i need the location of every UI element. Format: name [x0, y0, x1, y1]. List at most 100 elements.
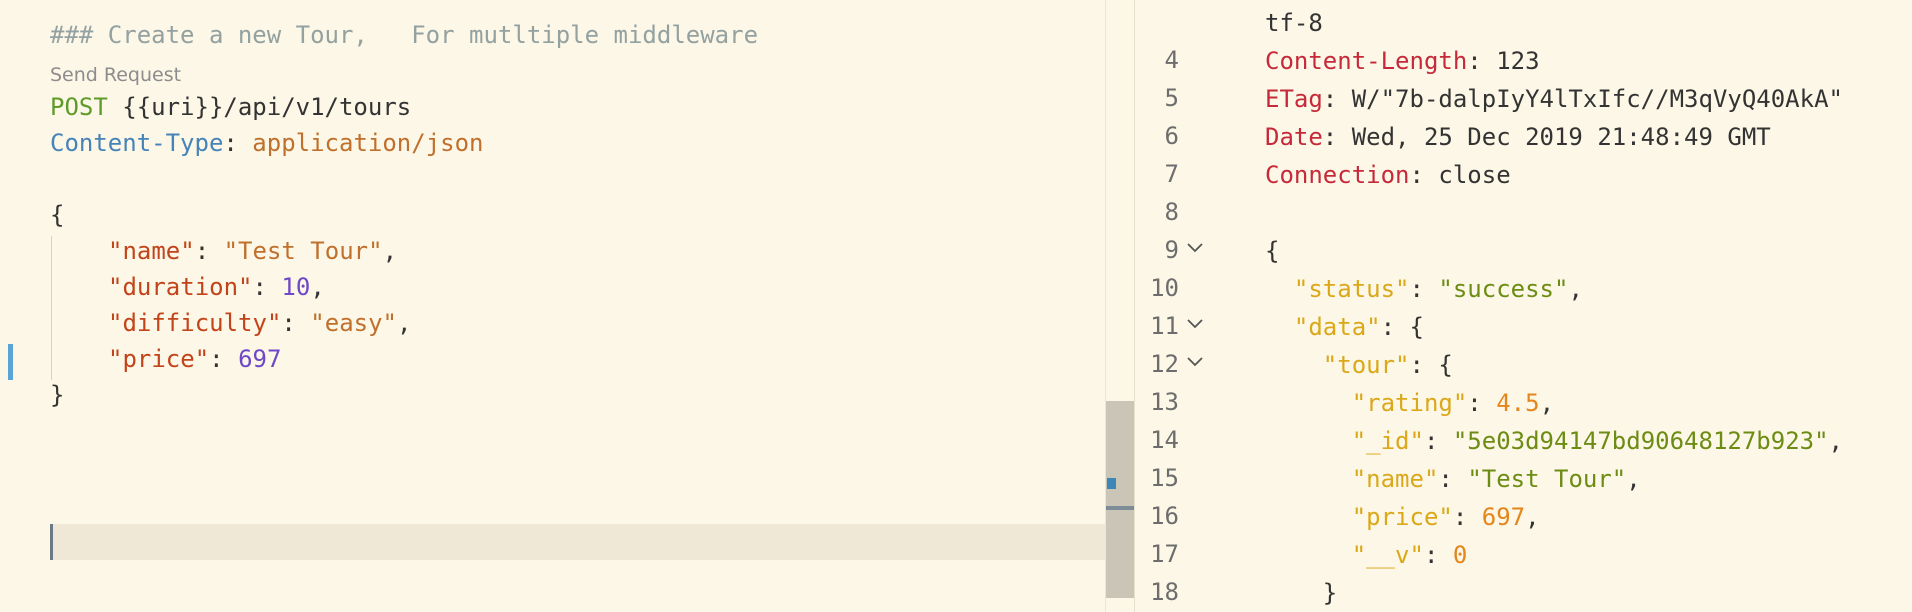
response-token: : close — [1409, 161, 1511, 189]
response-token — [1265, 541, 1352, 569]
response-token — [1265, 351, 1323, 379]
response-token: "__v" — [1351, 541, 1424, 569]
line-number: 13 — [1150, 388, 1179, 416]
response-line: Content-Length: 123 — [1265, 42, 1540, 80]
response-token: "data" — [1293, 313, 1381, 341]
header-sep: : — [223, 129, 253, 157]
response-token — [1265, 389, 1352, 417]
send-request-codelens[interactable]: Send Request — [50, 64, 182, 86]
header-name: Content-Type — [50, 129, 224, 157]
response-line: "rating": 4.5, — [1265, 384, 1554, 422]
response-token: "success" — [1438, 275, 1569, 303]
response-token: "rating" — [1351, 389, 1468, 417]
json-key: "duration" — [108, 273, 253, 301]
request-url: {{uri}}/api/v1/tours — [107, 93, 412, 121]
response-token: Content-Length — [1265, 47, 1468, 75]
request-body-line: "difficulty": "easy", — [108, 305, 411, 341]
json-value: "easy" — [310, 309, 397, 337]
response-line: tf-8 — [1265, 4, 1323, 42]
scrollbar-change-marker — [1107, 478, 1116, 489]
response-token: : — [1438, 465, 1468, 493]
json-separator: : — [281, 309, 311, 337]
response-line: "__v": 0 — [1265, 536, 1468, 574]
request-body-line: "duration": 10, — [108, 269, 325, 305]
response-line: ETag: W/"7b-dalpIyY4lTxIfc//M3qVyQ40AkA" — [1265, 80, 1843, 118]
json-trailing: , — [382, 237, 398, 265]
response-token: : — [1467, 389, 1497, 417]
content-type-line: Content-Type: application/json — [50, 125, 483, 161]
body-open-brace: { — [50, 201, 65, 229]
scrollbar-cursor-marker — [1106, 506, 1134, 510]
response-token — [1265, 503, 1352, 531]
response-token: { — [1265, 237, 1280, 265]
response-token: : { — [1380, 313, 1424, 341]
response-line: Connection: close — [1265, 156, 1511, 194]
json-value: 697 — [238, 345, 282, 373]
json-separator: : — [194, 237, 224, 265]
request-line: POST {{uri}}/api/v1/tours — [50, 89, 411, 125]
response-token: , — [1539, 389, 1555, 417]
response-token: , — [1626, 465, 1641, 493]
response-token: Date — [1265, 123, 1323, 151]
line-number: 12 — [1150, 350, 1179, 378]
line-number: 14 — [1150, 426, 1179, 454]
indent-guide — [51, 236, 52, 380]
response-viewer[interactable]: tf-8 4 Content-Length: 123 5 ETag: W/"7b-dal… — [1135, 0, 1912, 612]
response-token: : 123 — [1467, 47, 1540, 75]
response-token: "tour" — [1322, 351, 1410, 379]
gutter-change-marker — [8, 344, 13, 380]
json-value: 10 — [281, 273, 311, 301]
response-token: "_id" — [1351, 427, 1424, 455]
line-number: 5 — [1164, 84, 1179, 112]
line-number: 17 — [1150, 540, 1179, 568]
response-token: "Test Tour" — [1467, 465, 1627, 493]
line-number: 7 — [1164, 160, 1179, 188]
response-line: "status": "success", — [1265, 270, 1583, 308]
response-token: , — [1828, 427, 1843, 455]
response-token: "price" — [1351, 503, 1453, 531]
response-token: : — [1423, 427, 1453, 455]
json-separator: : — [209, 345, 239, 373]
response-token — [1265, 427, 1352, 455]
response-token — [1265, 275, 1294, 303]
response-token: ETag — [1265, 85, 1323, 113]
chevron-down-icon[interactable] — [1185, 351, 1205, 376]
chevron-down-icon[interactable] — [1185, 313, 1205, 338]
response-token: 0 — [1452, 541, 1468, 569]
line-number: 10 — [1150, 274, 1179, 302]
response-line: "_id": "5e03d94147bd90648127b923", — [1265, 422, 1843, 460]
json-value: "Test Tour" — [223, 237, 383, 265]
scrollbar-thumb[interactable] — [1106, 401, 1134, 598]
response-line: { — [1265, 232, 1279, 270]
body-close-brace: } — [50, 381, 65, 409]
chevron-down-icon[interactable] — [1185, 237, 1205, 262]
request-body-line: "price": 697 — [108, 341, 281, 377]
response-token: tf-8 — [1265, 9, 1323, 37]
json-separator: : — [252, 273, 282, 301]
line-number: 18 — [1150, 578, 1179, 606]
line-number: 16 — [1150, 502, 1179, 530]
pane-divider[interactable] — [1134, 0, 1135, 612]
response-token: , — [1568, 275, 1583, 303]
response-token: "name" — [1351, 465, 1439, 493]
header-value: application/json — [252, 129, 484, 157]
current-line-highlight — [50, 524, 1105, 560]
response-token: "5e03d94147bd90648127b923" — [1452, 427, 1829, 455]
json-key: "price" — [108, 345, 210, 373]
response-token: "status" — [1293, 275, 1410, 303]
json-key: "name" — [108, 237, 195, 265]
comment-line: ### Create a new Tour, For mutltiple mid… — [50, 21, 759, 49]
response-token: : Wed, 25 Dec 2019 21:48:49 GMT — [1322, 123, 1771, 151]
response-token — [1265, 313, 1294, 341]
text-cursor — [50, 524, 53, 560]
line-number: 6 — [1164, 122, 1179, 150]
response-line: "data": { — [1265, 308, 1424, 346]
json-trailing: , — [310, 273, 325, 301]
line-number: 11 — [1150, 312, 1179, 340]
response-token: : — [1423, 541, 1453, 569]
response-line: "name": "Test Tour", — [1265, 460, 1641, 498]
request-editor[interactable]: ### Create a new Tour, For mutltiple mid… — [0, 0, 1105, 612]
line-number: 15 — [1150, 464, 1179, 492]
response-token: : — [1409, 275, 1439, 303]
http-method: POST — [50, 93, 108, 121]
